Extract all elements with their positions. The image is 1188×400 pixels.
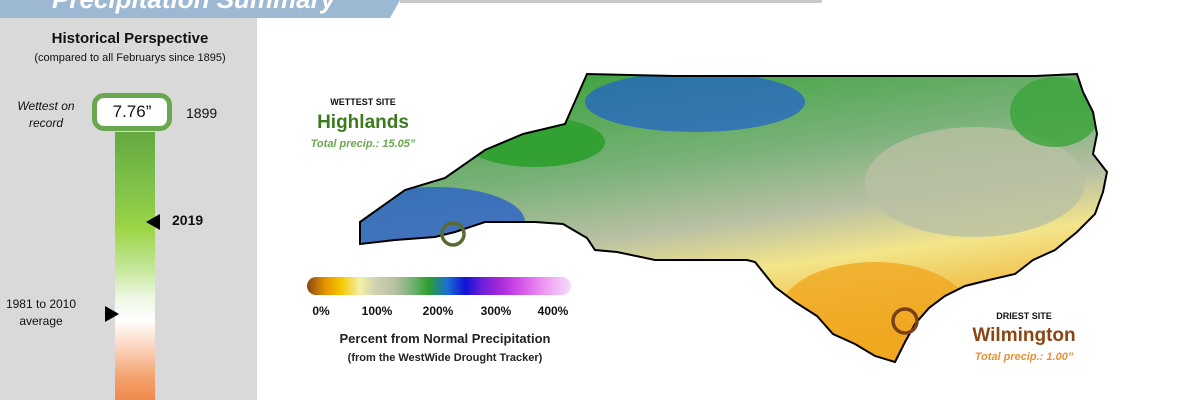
ranking-gradient-bar <box>115 132 155 400</box>
legend-tick: 400% <box>537 304 569 318</box>
legend-tick: 100% <box>361 304 393 318</box>
current-year-label: 2019 <box>172 212 204 228</box>
current-year-marker-icon <box>146 214 160 230</box>
legend-color-scale <box>307 277 571 295</box>
legend-tick: 0% <box>312 304 330 318</box>
driest-site-name: Wilmington <box>972 325 1076 346</box>
precipitation-map <box>359 72 1109 364</box>
legend-title: Percent from Normal Precipitation <box>339 331 551 346</box>
driest-site-caption: DRIEST SITE <box>996 311 1052 321</box>
driest-site-total: Total precip.: 1.00” <box>974 351 1074 363</box>
wettest-value-box: 7.76” <box>92 93 172 131</box>
wettest-site-name: Highlands <box>317 112 409 133</box>
wettest-site-caption: WETTEST SITE <box>330 97 396 107</box>
legend-subtitle: (from the WestWide Drought Tracker) <box>347 352 543 364</box>
wettest-on-record-label: Wettest on record <box>17 99 75 130</box>
legend-tick: 300% <box>480 304 512 318</box>
driest-site-marker-icon <box>891 307 919 335</box>
historical-perspective-subtitle: (compared to all Februarys since 1895) <box>34 52 226 64</box>
legend-tick: 200% <box>422 304 454 318</box>
banner-title: Precipitation Summary <box>52 0 335 15</box>
historical-perspective-title: Historical Perspective <box>51 30 209 47</box>
average-label: 1981 to 2010 average <box>5 297 77 328</box>
wettest-site-total: Total precip.: 15.05” <box>310 138 416 150</box>
banner-divider <box>400 0 822 3</box>
wettest-value: 7.76” <box>112 102 152 121</box>
wettest-site-marker-icon <box>440 221 466 247</box>
wettest-year: 1899 <box>186 105 218 121</box>
average-marker-icon <box>105 306 119 322</box>
title-banner: Precipitation Summary <box>0 0 400 18</box>
